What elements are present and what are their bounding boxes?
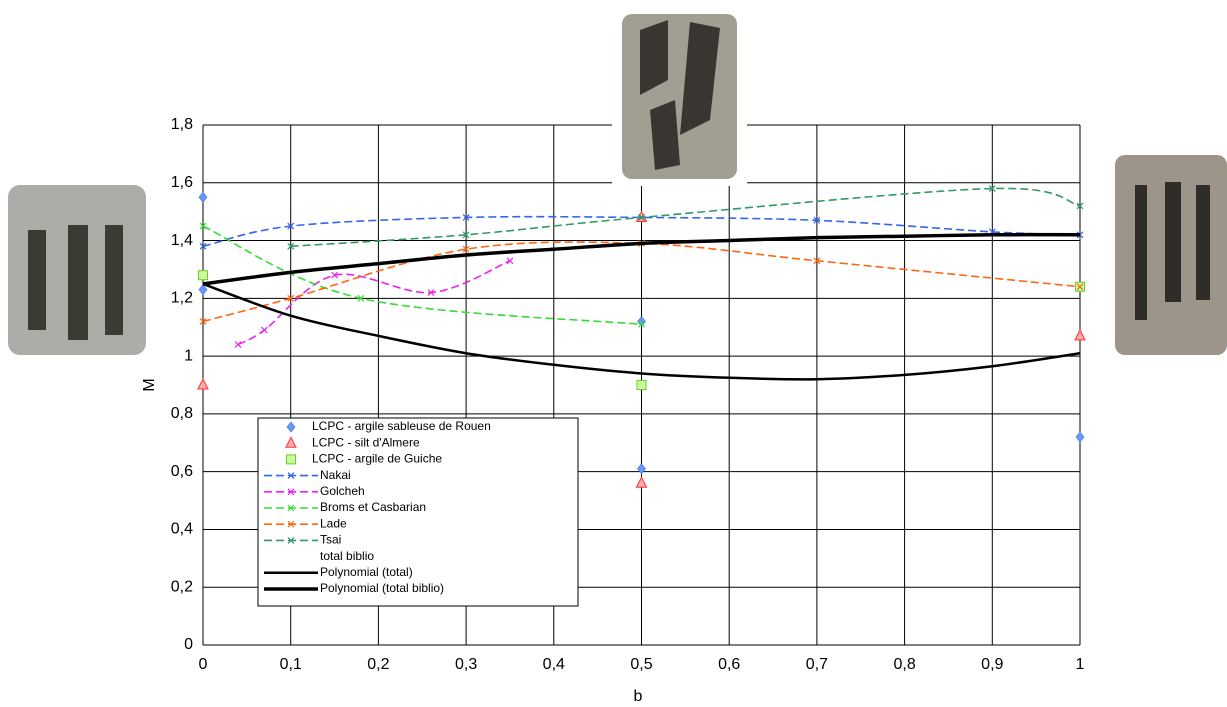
photo-left [8, 185, 146, 355]
point [637, 315, 646, 327]
x-tick-label: 0 [199, 656, 208, 673]
point [287, 488, 295, 496]
point [462, 214, 470, 221]
y-tick-label: 1 [184, 347, 193, 364]
photo-top [612, 8, 747, 186]
x-tick-label: 0,5 [630, 656, 652, 673]
point [462, 245, 470, 253]
x-tick-label: 0,2 [367, 656, 389, 673]
point [813, 216, 821, 224]
series-line [202, 232, 1081, 286]
point [287, 504, 295, 512]
x-axis-label: b [634, 688, 643, 705]
point [636, 380, 647, 390]
point [1075, 431, 1085, 443]
point [260, 326, 268, 334]
legend-label: Polynomial (total biblio) [320, 581, 444, 595]
series-line [202, 282, 1081, 381]
x-tick-label: 1 [1076, 656, 1085, 673]
plot-area: 0 0,2 0,4 0,6 0,8 1 1,2 1,4 1,6 1,8 0 0,1 0,2 0,3 0,4 0… [171, 116, 1086, 673]
point [199, 318, 207, 325]
series-line [202, 215, 1081, 248]
legend-label: Golcheh [320, 484, 365, 498]
point [357, 294, 365, 302]
point [1076, 231, 1084, 239]
point [234, 341, 242, 348]
point [637, 463, 646, 475]
y-tick-label: 0 [184, 636, 193, 653]
legend-label: Nakai [320, 468, 351, 482]
legend-box [257, 417, 579, 607]
y-tick-label: 1,6 [171, 174, 193, 191]
x-tick-label: 0,3 [455, 656, 477, 673]
point [199, 242, 207, 250]
point [1074, 328, 1086, 341]
point [638, 320, 645, 328]
photo-right [1115, 155, 1227, 355]
legend-label: Broms et Casbarian [320, 500, 426, 514]
point [638, 214, 645, 221]
point [287, 294, 295, 302]
y-tick-label: 0,8 [171, 405, 193, 422]
point [285, 436, 297, 448]
series-line [202, 225, 642, 326]
point [286, 421, 296, 433]
y-tick-label: 0,2 [171, 578, 193, 595]
x-tick-label: 0,6 [718, 656, 740, 673]
point [198, 191, 208, 203]
x-tick-label: 0,9 [981, 656, 1003, 673]
legend-label: Lade [320, 516, 347, 530]
point [1076, 202, 1084, 210]
legend: LCPC - argile sableuse de Rouen LCPC - si… [257, 417, 579, 607]
point [197, 377, 209, 390]
legend-label: LCPC - argile de Guiche [312, 452, 442, 466]
point [635, 476, 648, 488]
y-tick-label: 0,6 [171, 463, 193, 480]
legend-label: Polynomial (total) [320, 565, 413, 579]
point [198, 270, 208, 281]
point [287, 472, 295, 480]
point [813, 257, 821, 265]
point [198, 284, 208, 296]
y-tick-label: 1,8 [171, 116, 193, 133]
y-tick-label: 0,4 [171, 521, 193, 538]
legend-label: LCPC - silt d'Almere [312, 435, 420, 449]
point [506, 257, 514, 265]
y-tick-label: 1,4 [171, 232, 193, 249]
series-line [202, 241, 1081, 323]
point [199, 222, 207, 230]
legend-label: Tsai [320, 533, 341, 547]
legend-label: total biblio [320, 549, 374, 563]
x-tick-label: 0,8 [893, 656, 915, 673]
y-axis-label: M [141, 378, 158, 391]
point [1076, 283, 1084, 291]
x-tick-label: 0,4 [543, 656, 565, 673]
y-tick-label: 1,2 [171, 290, 193, 307]
point [988, 185, 996, 192]
x-tick-label: 0,7 [806, 656, 828, 673]
legend-label: LCPC - argile sableuse de Rouen [312, 419, 491, 433]
point [287, 222, 295, 230]
point [462, 231, 470, 239]
point [287, 520, 295, 528]
point [427, 289, 435, 296]
x-tick-label: 0,1 [280, 656, 302, 673]
series-line [237, 260, 511, 346]
point [286, 454, 296, 465]
point [287, 536, 295, 544]
point [287, 242, 295, 250]
point [331, 271, 338, 279]
